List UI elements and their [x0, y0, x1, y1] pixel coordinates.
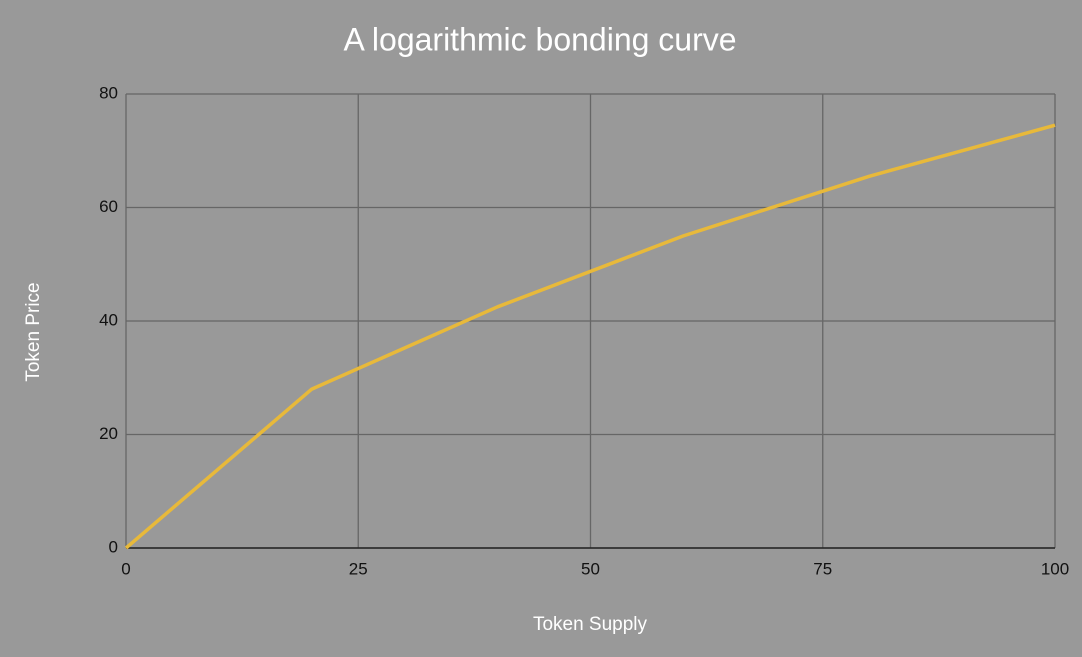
- x-tick-label: 100: [1041, 559, 1069, 578]
- data-line: [124, 123, 1056, 550]
- y-tick-label: 60: [99, 197, 118, 216]
- y-tick-label: 80: [99, 83, 118, 102]
- x-tick-label: 75: [813, 559, 832, 578]
- x-axis-label: Token Supply: [533, 614, 648, 635]
- x-tick-label: 25: [349, 559, 368, 578]
- chart-title: A logarithmic bonding curve: [343, 21, 736, 57]
- x-tick-label: 50: [581, 559, 600, 578]
- y-tick-label: 20: [99, 424, 118, 443]
- y-tick-label: 0: [109, 537, 118, 556]
- y-tick-label: 40: [99, 310, 118, 329]
- y-axis-label: Token Price: [23, 282, 44, 381]
- x-tick-label: 0: [121, 559, 130, 578]
